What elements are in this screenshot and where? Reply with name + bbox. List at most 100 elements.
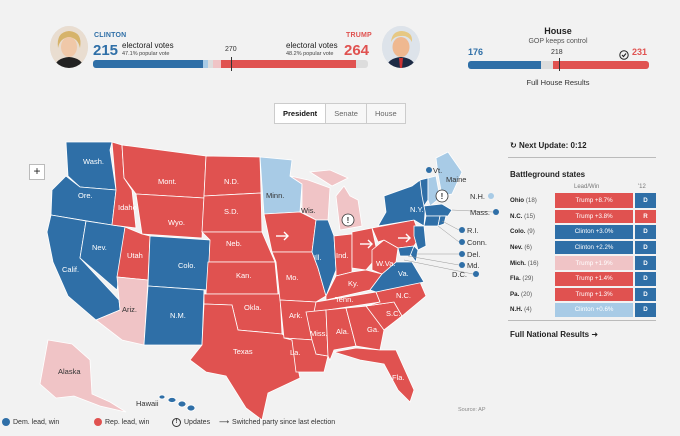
row-state: Ohio (18): [509, 193, 556, 210]
row-lead: Trump +3.8%: [555, 208, 634, 226]
battleground-row[interactable]: N.H. (4) Clinton +0.6% D: [509, 302, 656, 319]
label-wva: W.Va.: [376, 259, 395, 268]
dot-md[interactable]: [459, 262, 465, 268]
label-texas: Texas: [233, 347, 253, 356]
label-sc: S.C.: [386, 309, 401, 318]
state-name: Colo.: [510, 228, 526, 236]
legend-updates: ! Updates: [172, 418, 210, 427]
state-nj[interactable]: [413, 225, 427, 251]
house-majority-marker: [558, 58, 560, 71]
state-name: Ohio: [510, 196, 525, 204]
state-wyo[interactable]: [135, 193, 205, 239]
battleground-row[interactable]: Mich. (16) Trump +1.9% D: [509, 255, 656, 272]
label-mo: Mo.: [286, 273, 299, 282]
svg-text:!: !: [441, 192, 444, 201]
dot-mass[interactable]: [493, 209, 499, 215]
dot-nh[interactable]: [488, 193, 494, 199]
state-hawaii[interactable]: [158, 394, 196, 412]
trump-ev: 264: [344, 42, 370, 59]
battleground-row[interactable]: Pa. (20) Trump +1.3% D: [509, 286, 656, 304]
battleground-row[interactable]: Colo. (9) Clinton +3.0% D: [509, 224, 656, 241]
state-mont[interactable]: [121, 144, 207, 199]
clinton-name: CLINTON: [94, 32, 127, 39]
state-ky[interactable]: [325, 269, 383, 301]
label-nh: N.H.: [470, 192, 485, 201]
clinton-portrait-icon: [50, 26, 88, 68]
house-majority-label: 218: [551, 49, 563, 56]
state-mass[interactable]: [423, 203, 453, 217]
label-hawaii: Hawaii: [136, 399, 159, 408]
state-md[interactable]: [397, 245, 415, 257]
state-vt[interactable]: [419, 177, 429, 208]
label-miss: Miss.: [310, 329, 328, 338]
row-lead: Trump +1.4%: [555, 270, 634, 288]
source-note: Source: AP: [458, 407, 486, 413]
tab-senate[interactable]: Senate: [326, 104, 367, 123]
row-state: N.C. (15): [509, 208, 556, 226]
label-sd: S.D.: [224, 207, 239, 216]
label-colo: Colo.: [178, 261, 196, 270]
dot-del[interactable]: [459, 251, 465, 257]
battleground-table: Ohio (18) Trump +8.7% D N.C. (15) Trump +3.8…: [509, 193, 656, 319]
state-fla[interactable]: [333, 347, 415, 403]
house-title: House: [544, 26, 572, 36]
trump-name: TRUMP: [346, 32, 372, 39]
battleground-row[interactable]: Ohio (18) Trump +8.7% D: [509, 193, 656, 210]
state-alaska[interactable]: [39, 339, 127, 413]
state-iowa[interactable]: [263, 211, 317, 253]
state-ny[interactable]: [377, 179, 427, 227]
zoom-in-button[interactable]: +: [29, 164, 45, 180]
label-vt: Vt.: [433, 166, 442, 175]
state-ill[interactable]: [311, 219, 337, 298]
label-ariz: Ariz.: [122, 305, 137, 314]
battleground-row[interactable]: Fla. (29) Trump +1.4% D: [509, 270, 656, 288]
legend-updates-label: Updates: [184, 419, 211, 426]
next-update-text: Next Update: 0:12: [518, 141, 587, 150]
state-conn[interactable]: [423, 215, 441, 227]
battleground-row[interactable]: Nev. (6) Clinton +2.2% D: [509, 239, 656, 257]
dot-dc[interactable]: [473, 271, 479, 277]
label-conn: Conn.: [467, 238, 487, 247]
rep-dot-icon: [94, 418, 102, 426]
label-va: Va.: [398, 269, 409, 278]
dot-conn[interactable]: [459, 239, 465, 245]
label-maine: Maine: [446, 175, 466, 184]
state-miss[interactable]: [305, 309, 329, 357]
state-ev: (29): [522, 275, 534, 283]
label-ark: Ark.: [289, 311, 302, 320]
label-la: La.: [290, 348, 300, 357]
switched-arrow-icon: [276, 231, 289, 241]
full-national-results-link[interactable]: Full National Results ➜: [510, 330, 598, 339]
state-ev: (18): [525, 196, 537, 204]
battleground-row[interactable]: N.C. (15) Trump +3.8% R: [509, 208, 656, 226]
state-maine[interactable]: [435, 151, 463, 197]
dot-vt[interactable]: [426, 167, 432, 173]
dot-ri[interactable]: [459, 227, 465, 233]
clinton-ev: 215: [93, 42, 119, 59]
state-mich-up[interactable]: [308, 169, 349, 187]
update-icon[interactable]: !: [435, 189, 449, 203]
update-icon[interactable]: !: [341, 213, 355, 227]
full-house-results-link[interactable]: Full House Results: [526, 78, 590, 87]
threshold-label: 270: [225, 46, 237, 53]
state-minn[interactable]: [259, 156, 303, 215]
legend-rep: Rep. lead, win: [94, 418, 149, 426]
row-2012: D: [632, 255, 656, 272]
ev-bar-rep-lead: [213, 60, 222, 68]
tab-president[interactable]: President: [275, 104, 327, 123]
state-ev: (6): [524, 244, 532, 252]
state-texas[interactable]: [189, 303, 301, 421]
tab-house[interactable]: House: [374, 109, 397, 118]
clinton-popular-vote: 47.1% popular vote: [122, 51, 170, 57]
label-md: Md.: [467, 261, 480, 270]
state-nc[interactable]: [365, 281, 427, 317]
svg-text:!: !: [347, 216, 350, 225]
state-nm[interactable]: [143, 285, 205, 346]
legend-switched-label: Switched party since last election: [232, 418, 336, 426]
label-minn: Minn.: [266, 191, 284, 200]
trump-ev-label: electoral votes: [286, 41, 338, 50]
label-neb: Neb.: [226, 239, 242, 248]
house-subtitle: GOP keeps control: [528, 38, 588, 45]
row-state: Colo. (9): [509, 224, 556, 241]
state-nd[interactable]: [203, 155, 262, 197]
